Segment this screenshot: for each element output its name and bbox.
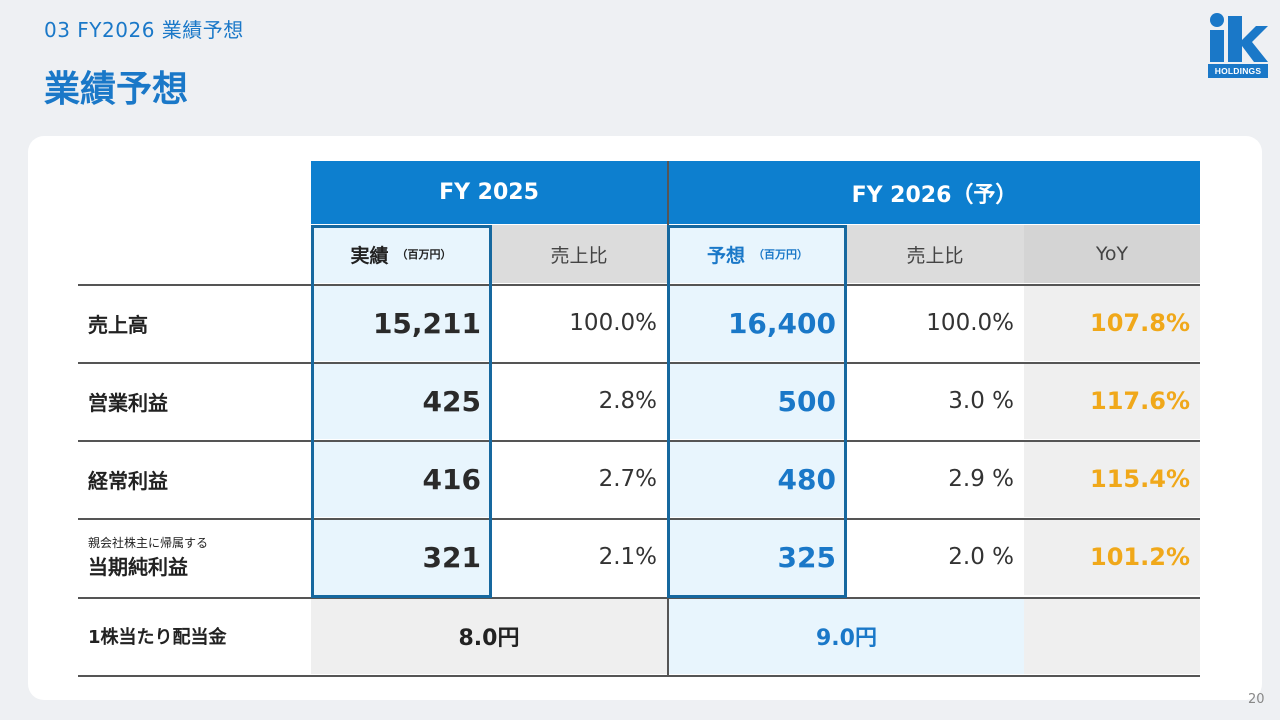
forecast-ratio-net-income: 2.0 % — [948, 544, 1014, 570]
subheader-actual-label: 実績 — [350, 244, 389, 267]
subheader-yoy: YoY — [1024, 225, 1200, 283]
logo-holdings-text: HOLDINGS — [1208, 64, 1268, 78]
forecast-net-income: 325 — [669, 519, 846, 595]
actual-net-income: 321 — [311, 519, 491, 595]
table-divider — [78, 518, 1200, 520]
row-sublabel-net-income: 親会社株主に帰属する — [88, 536, 209, 550]
section-label: 03 FY2026 業績予想 — [44, 18, 244, 42]
forecast-ratio-sales: 100.0% — [926, 310, 1014, 336]
subheader-forecast: 予想 （百万円） — [669, 225, 846, 283]
actual-ratio-sales: 100.0% — [569, 310, 657, 336]
subheader-actual: 実績 （百万円） — [311, 225, 491, 283]
dividend-yoy-empty — [1024, 598, 1200, 674]
actual-ratio-ordinary-profit: 2.7% — [598, 466, 657, 492]
actual-sales: 15,211 — [311, 285, 491, 361]
row-label-sales: 売上高 — [88, 312, 148, 337]
forecast-ordinary-profit: 480 — [669, 441, 846, 517]
table-divider — [78, 440, 1200, 442]
row-label-net-income-text: 当期純利益 — [88, 555, 188, 579]
actual-ordinary-profit: 416 — [311, 441, 491, 517]
subheader-forecast-unit: （百万円） — [753, 248, 808, 261]
page-number: 20 — [1248, 692, 1265, 707]
row-label-dividend: 1株当たり配当金 — [88, 627, 227, 648]
yoy-ordinary-profit: 115.4% — [1024, 441, 1200, 517]
subheader-actual-unit: （百万円） — [396, 248, 452, 261]
company-logo: HOLDINGS — [1208, 12, 1268, 78]
actual-ratio-net-income: 2.1% — [598, 544, 657, 570]
table-divider — [78, 284, 1200, 286]
actual-operating-profit: 425 — [311, 363, 491, 439]
subheader-ratio-2025: 売上比 — [491, 225, 667, 283]
actual-column-highlight — [311, 225, 492, 598]
dividend-fy2025: 8.0円 — [311, 598, 667, 674]
subheader-ratio-2026: 売上比 — [846, 225, 1024, 283]
yoy-net-income: 101.2% — [1024, 519, 1200, 595]
forecast-ratio-operating-profit: 3.0 % — [948, 388, 1014, 414]
actual-ratio-operating-profit: 2.8% — [598, 388, 657, 414]
ik-logo-icon — [1210, 13, 1268, 62]
page-title: 業績予想 — [44, 69, 189, 110]
forecast-column-highlight — [667, 225, 847, 598]
table-divider — [78, 675, 1200, 677]
table-divider — [78, 597, 1200, 599]
yoy-operating-profit: 117.6% — [1024, 363, 1200, 439]
row-label-net-income: 親会社株主に帰属する 当期純利益 — [78, 519, 311, 595]
yoy-sales: 107.8% — [1024, 285, 1200, 361]
subheader-forecast-label: 予想 — [706, 244, 745, 267]
header-fy2025: FY 2025 — [311, 161, 667, 224]
row-label-ordinary-profit: 経常利益 — [88, 468, 168, 493]
forecast-sales: 16,400 — [669, 285, 846, 361]
forecast-ratio-ordinary-profit: 2.9 % — [948, 466, 1014, 492]
table-divider — [78, 362, 1200, 364]
header-fy2026: FY 2026（予） — [669, 161, 1200, 224]
dividend-fy2026: 9.0円 — [669, 598, 1024, 674]
row-label-operating-profit: 営業利益 — [88, 390, 168, 415]
forecast-operating-profit: 500 — [669, 363, 846, 439]
